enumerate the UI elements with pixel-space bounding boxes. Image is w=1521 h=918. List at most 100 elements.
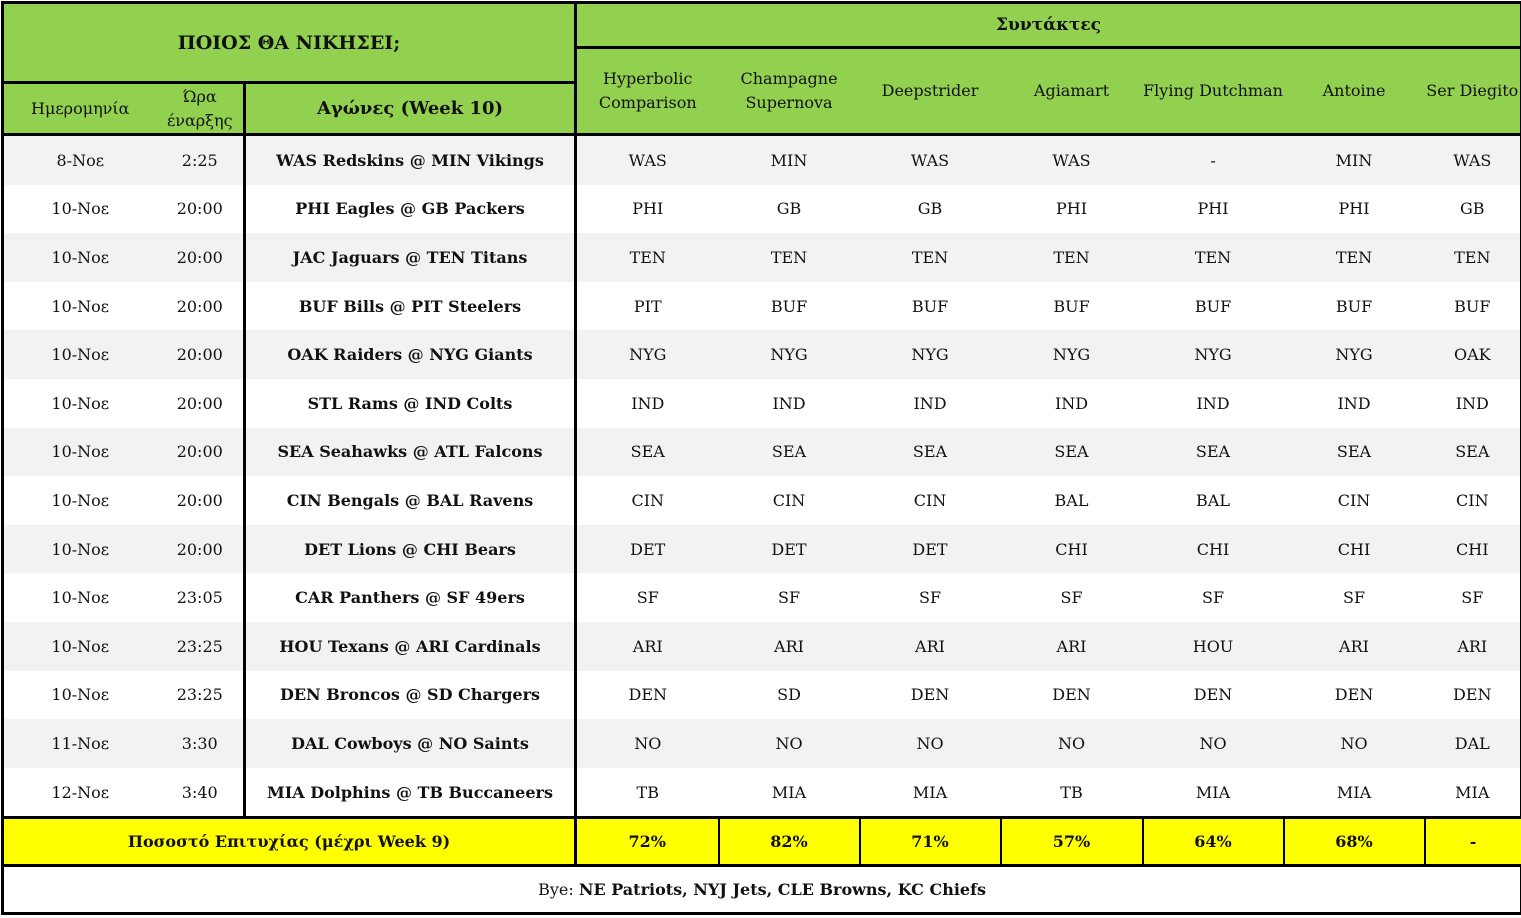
pick-cell: MIA <box>719 768 860 818</box>
pick-cell: SF <box>1143 573 1284 622</box>
pick-cell: SEA <box>1001 428 1143 477</box>
pick-cell: NO <box>1143 719 1284 768</box>
success-rate-row: Ποσοστό Επιτυχίας (μέχρι Week 9)72%82%71… <box>3 818 1521 866</box>
match-time: 20:00 <box>157 185 245 234</box>
bye-label: Bye: <box>538 880 574 899</box>
contributor-name: Comparison <box>599 93 697 112</box>
pick-cell: NYG <box>1284 330 1425 379</box>
match-date: 10-Νοε <box>3 379 157 428</box>
match-date: 10-Νοε <box>3 185 157 234</box>
match-time: 3:40 <box>157 768 245 818</box>
pick-cell: NYG <box>860 330 1001 379</box>
match-name: HOU Texans @ ARI Cardinals <box>245 622 576 671</box>
contributor-name: Flying Dutchman <box>1143 81 1283 100</box>
match-time: 20:00 <box>157 476 245 525</box>
pick-cell: TB <box>576 768 719 818</box>
match-time: 20:00 <box>157 379 245 428</box>
pick-cell: SEA <box>1284 428 1425 477</box>
page-title: ΠΟΙΟΣ ΘΑ ΝΙΚΗΣΕΙ; <box>3 3 576 83</box>
pick-cell: DEN <box>1284 671 1425 720</box>
match-time: 23:05 <box>157 573 245 622</box>
match-time: 23:25 <box>157 622 245 671</box>
success-rate-value: 72% <box>576 818 719 866</box>
match-name: JAC Jaguars @ TEN Titans <box>245 233 576 282</box>
contributor-column-header: Flying Dutchman <box>1143 48 1284 135</box>
pick-cell: SF <box>1425 573 1521 622</box>
match-name: CAR Panthers @ SF 49ers <box>245 573 576 622</box>
pick-cell: CIN <box>719 476 860 525</box>
pick-cell: MIN <box>1284 135 1425 185</box>
pick-cell: MIA <box>1143 768 1284 818</box>
match-date: 10-Νοε <box>3 476 157 525</box>
pick-cell: BAL <box>1001 476 1143 525</box>
match-name: PHI Eagles @ GB Packers <box>245 185 576 234</box>
match-name: CIN Bengals @ BAL Ravens <box>245 476 576 525</box>
pick-cell: IND <box>719 379 860 428</box>
pick-cell: WAS <box>1001 135 1143 185</box>
pick-cell: BUF <box>1425 282 1521 331</box>
match-date: 12-Νοε <box>3 768 157 818</box>
pick-cell: PHI <box>1001 185 1143 234</box>
pick-cell: TB <box>1001 768 1143 818</box>
date-column-header: Ημερομηνία <box>3 83 157 135</box>
pick-cell: PHI <box>1143 185 1284 234</box>
contributor-name: Ser Diegito <box>1426 81 1518 100</box>
pick-cell: CIN <box>860 476 1001 525</box>
pick-cell: DET <box>576 525 719 574</box>
match-date: 8-Νοε <box>3 135 157 185</box>
pick-cell: SEA <box>719 428 860 477</box>
match-time: 20:00 <box>157 282 245 331</box>
pick-cell: IND <box>1001 379 1143 428</box>
match-date: 10-Νοε <box>3 525 157 574</box>
bye-teams: NE Patriots, NYJ Jets, CLE Browns, KC Ch… <box>579 880 986 899</box>
pick-cell: DEN <box>860 671 1001 720</box>
match-date: 10-Νοε <box>3 622 157 671</box>
contributor-name: Deepstrider <box>882 81 979 100</box>
match-name: MIA Dolphins @ TB Buccaneers <box>245 768 576 818</box>
pick-cell: WAS <box>860 135 1001 185</box>
pick-cell: MIA <box>1284 768 1425 818</box>
pick-cell: SEA <box>1425 428 1521 477</box>
match-time: 20:00 <box>157 330 245 379</box>
match-name: DEN Broncos @ SD Chargers <box>245 671 576 720</box>
pick-cell: DET <box>860 525 1001 574</box>
pick-cell: SEA <box>1143 428 1284 477</box>
pick-cell: TEN <box>1425 233 1521 282</box>
match-name: SEA Seahawks @ ATL Falcons <box>245 428 576 477</box>
contributor-column-header: Deepstrider <box>860 48 1001 135</box>
pick-cell: MIN <box>719 135 860 185</box>
pick-cell: ARI <box>719 622 860 671</box>
pick-cell: NO <box>1284 719 1425 768</box>
match-date: 10-Νοε <box>3 671 157 720</box>
pick-cell: WAS <box>1425 135 1521 185</box>
pick-cell: CIN <box>1425 476 1521 525</box>
contributor-name: Hyperbolic <box>603 69 692 88</box>
pick-cell: ARI <box>1001 622 1143 671</box>
pick-cell: SF <box>1001 573 1143 622</box>
pick-cell: CHI <box>1425 525 1521 574</box>
contributors-header: Συντάκτες <box>576 3 1521 48</box>
pick-cell: CIN <box>1284 476 1425 525</box>
pick-cell: SF <box>1284 573 1425 622</box>
contributor-name: Antoine <box>1323 81 1386 100</box>
pick-cell: TEN <box>1143 233 1284 282</box>
match-name: DAL Cowboys @ NO Saints <box>245 719 576 768</box>
contributor-column-header: Ser Diegito <box>1425 48 1521 135</box>
pick-cell: TEN <box>576 233 719 282</box>
pick-cell: IND <box>1143 379 1284 428</box>
pick-cell: CIN <box>576 476 719 525</box>
match-time: 20:00 <box>157 525 245 574</box>
pick-cell: BUF <box>1001 282 1143 331</box>
pick-cell: GB <box>719 185 860 234</box>
pick-cell: - <box>1143 135 1284 185</box>
pick-cell: CHI <box>1284 525 1425 574</box>
